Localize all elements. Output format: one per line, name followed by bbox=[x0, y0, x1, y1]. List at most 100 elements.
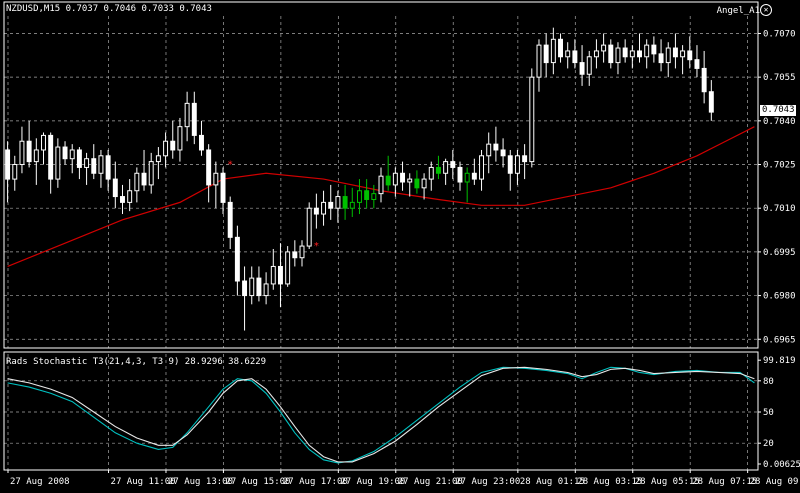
candle-body bbox=[407, 178, 413, 183]
main-pane-frame bbox=[3, 1, 759, 349]
candle-body bbox=[536, 44, 542, 78]
candle-body bbox=[127, 190, 133, 203]
time-tick-label: 27 Aug 21:00 bbox=[398, 477, 463, 487]
candle-body bbox=[457, 166, 463, 183]
candle-body bbox=[593, 50, 599, 58]
candle-body bbox=[199, 134, 204, 151]
chart-title: NZDUSD,M15 0.7037 0.7046 0.7033 0.7043 bbox=[6, 4, 212, 14]
stochastic-line-signal bbox=[7, 366, 755, 463]
candle-body bbox=[91, 158, 97, 174]
red-signal-marker: * bbox=[227, 159, 233, 170]
candle-body bbox=[213, 172, 219, 186]
candle-body bbox=[112, 178, 118, 198]
candle-body bbox=[500, 149, 506, 157]
time-tick-label: 27 Aug 11:00 bbox=[111, 477, 176, 487]
price-tick-label: 0.6980 bbox=[763, 292, 796, 302]
indicator-axis: 99.819 80 50 20 0.00625 bbox=[758, 356, 800, 470]
candle-body bbox=[177, 126, 183, 151]
time-tick-label: 27 Aug 2008 bbox=[10, 477, 70, 487]
price-axis: 0.7070 0.7055 0.7040 0.7025 0.7010 0.6995 0.69… bbox=[758, 29, 796, 345]
price-tick-label: 0.7040 bbox=[763, 117, 796, 127]
candle-body bbox=[342, 196, 348, 209]
signal-markers: ** bbox=[227, 159, 319, 252]
time-tick-label: 28 Aug 09:15 bbox=[750, 477, 800, 487]
candle-body bbox=[507, 155, 513, 174]
candle-body bbox=[522, 155, 528, 163]
candle-body bbox=[163, 140, 169, 157]
indicator-grid bbox=[4, 354, 758, 470]
candle-body bbox=[12, 164, 18, 180]
candle-body bbox=[464, 172, 470, 183]
close-expert-button[interactable]: ✕ bbox=[760, 4, 772, 16]
candle-body bbox=[285, 251, 291, 285]
candle-body bbox=[514, 155, 520, 174]
indicator-tick-label: 0.00625 bbox=[763, 460, 800, 470]
candle-body bbox=[234, 236, 240, 282]
time-tick-label: 28 Aug 05:15 bbox=[635, 477, 700, 487]
red-signal-marker: * bbox=[313, 241, 319, 252]
candle-body bbox=[651, 44, 657, 55]
expert-advisor-label[interactable]: Angel_A1 bbox=[716, 6, 760, 16]
candle-body bbox=[98, 155, 104, 174]
candle-body bbox=[277, 265, 283, 285]
price-tick-label: 0.7055 bbox=[763, 73, 796, 83]
candle-body bbox=[450, 161, 456, 168]
candle-body bbox=[141, 172, 147, 186]
pane-frames bbox=[3, 1, 759, 471]
candle-body bbox=[421, 178, 427, 189]
candle-body bbox=[479, 155, 485, 180]
candle-body bbox=[400, 172, 406, 183]
candle-body bbox=[543, 44, 549, 64]
candle-body bbox=[550, 38, 556, 64]
candle-body bbox=[529, 76, 535, 163]
candle-body bbox=[644, 44, 650, 58]
candle-body bbox=[565, 50, 571, 58]
indicator-title: Rads Stochastic T3(21,4,3, T3 9) 28.9296… bbox=[6, 357, 267, 367]
time-tick-label: 27 Aug 17:00 bbox=[283, 477, 348, 487]
indicator-tick-label: 80 bbox=[763, 377, 774, 387]
price-tick-label: 0.6995 bbox=[763, 248, 796, 258]
candle-body bbox=[249, 277, 255, 297]
candle-body bbox=[601, 44, 607, 52]
candle-body bbox=[658, 53, 664, 64]
candle-body bbox=[687, 50, 693, 61]
candle-body bbox=[220, 172, 226, 203]
candle-body bbox=[435, 166, 441, 174]
candle-body bbox=[335, 196, 341, 209]
candle-body bbox=[55, 146, 61, 180]
candle-body bbox=[69, 149, 75, 160]
candle-body bbox=[270, 265, 276, 285]
stochastic-series bbox=[7, 366, 755, 464]
candle-body bbox=[76, 149, 82, 168]
candle-body bbox=[622, 47, 628, 58]
candle-body bbox=[155, 155, 161, 163]
candle-body bbox=[206, 149, 212, 186]
price-tick-label: 0.7010 bbox=[763, 204, 796, 214]
candle-body bbox=[148, 161, 154, 186]
candle-body bbox=[19, 140, 25, 166]
candle-body bbox=[493, 143, 499, 151]
candle-body bbox=[572, 50, 578, 64]
time-tick-label: 27 Aug 13:00 bbox=[168, 477, 233, 487]
candle-body bbox=[5, 149, 11, 180]
current-price-tag: 0.7043 bbox=[760, 105, 796, 116]
candle-body bbox=[242, 280, 248, 297]
candle-body bbox=[62, 146, 68, 160]
candle-body bbox=[694, 59, 700, 69]
candle-body bbox=[586, 56, 592, 75]
candle-body bbox=[665, 47, 671, 64]
candle-body bbox=[579, 62, 585, 75]
candle-body bbox=[349, 201, 355, 209]
indicator-tick-label: 50 bbox=[763, 408, 774, 418]
indicator-pane-frame bbox=[3, 351, 759, 471]
candle-body bbox=[708, 91, 714, 113]
candle-body bbox=[48, 134, 54, 180]
candle-body bbox=[184, 102, 190, 128]
candle-body bbox=[299, 245, 305, 259]
candle-body bbox=[471, 172, 477, 180]
candle-body bbox=[608, 44, 614, 64]
candle-body bbox=[313, 207, 319, 215]
